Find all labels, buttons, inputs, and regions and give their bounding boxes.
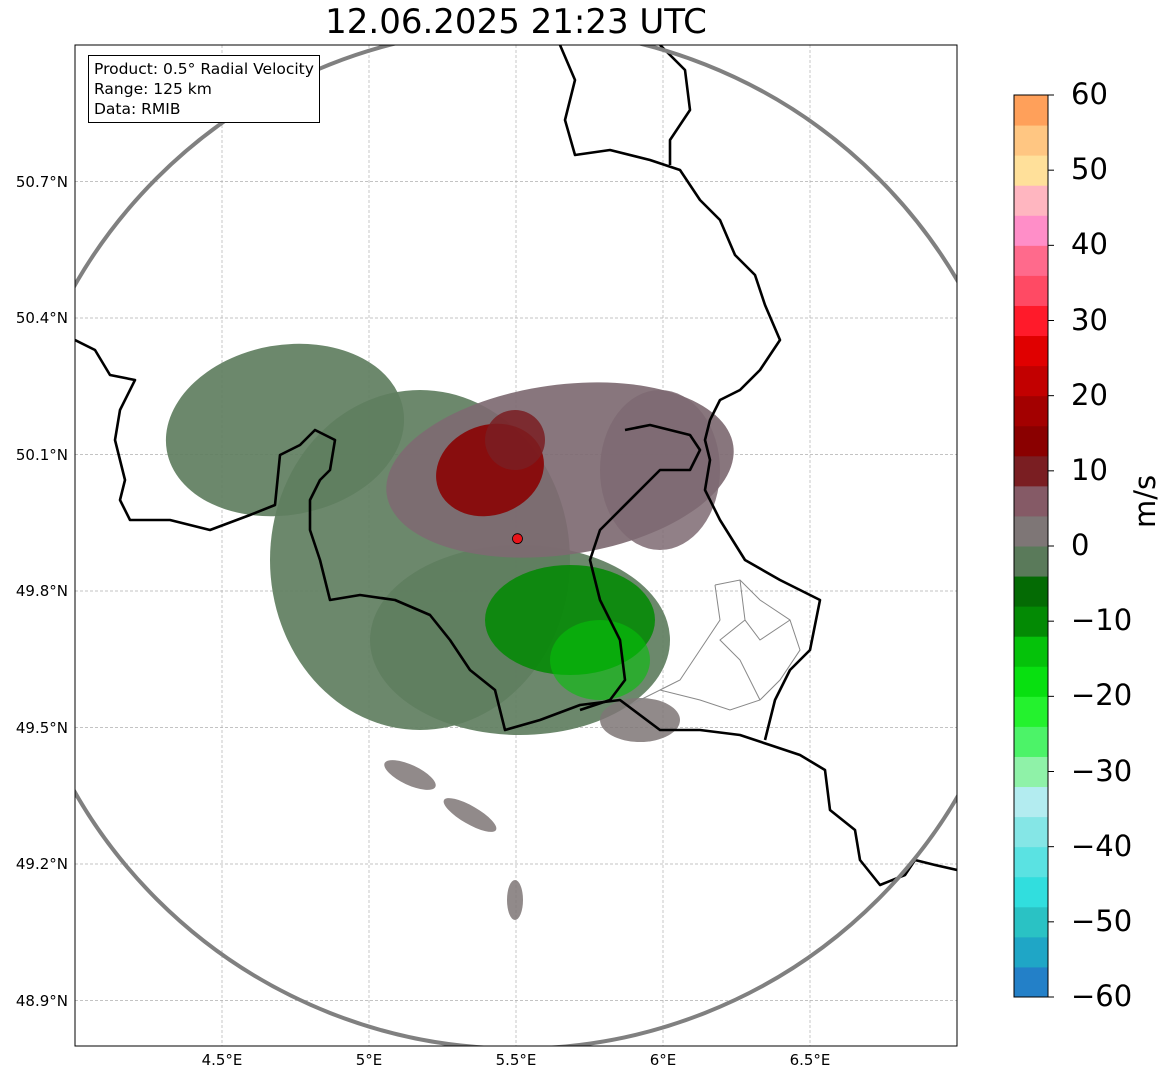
colorbar-unit-label: m/s (1128, 474, 1162, 528)
colorbar-band (1014, 576, 1048, 607)
colorbar-tick-label: −50 (1071, 903, 1133, 938)
admin-boundaries (629, 579, 801, 711)
colorbar-band (1014, 305, 1048, 337)
colorbar-band (1014, 395, 1048, 427)
colorbar-band (1014, 546, 1048, 577)
colorbar-tick-label: 10 (1071, 452, 1108, 487)
lat-tick-label: 50.7°N (15, 172, 68, 191)
echo-band-south-1 (384, 760, 436, 790)
lat-tick-label: 50.1°N (15, 445, 68, 464)
radar-echoes (165, 343, 734, 920)
colorbar-band (1014, 846, 1048, 878)
colorbar-band (1014, 95, 1048, 126)
colorbar-tick-label: −60 (1071, 979, 1133, 1013)
colorbar-band (1014, 245, 1048, 276)
colorbar-band (1014, 666, 1048, 697)
colorbar-band (1014, 816, 1048, 848)
admin-boundary-3 (739, 579, 791, 641)
lon-tick-label: 5.5°E (495, 1051, 537, 1069)
colorbar-tick-label: 30 (1071, 302, 1108, 337)
lat-tick-label: 49.2°N (15, 855, 68, 873)
colorbar (1013, 94, 1054, 998)
country-border-france-belgium (75, 338, 957, 887)
echo-band-south-2 (443, 798, 497, 832)
echo-band-south-3 (507, 880, 523, 920)
country-border-north (659, 45, 692, 165)
colorbar-band (1014, 936, 1048, 968)
colorbar-band (1014, 906, 1048, 938)
colorbar-band (1014, 636, 1048, 667)
colorbar-tick-label: −20 (1071, 678, 1133, 713)
echo-region-southeast (600, 698, 680, 742)
lat-tick-label: 49.8°N (15, 582, 68, 600)
admin-boundary-4 (719, 619, 761, 701)
admin-boundary-2 (659, 584, 721, 691)
colorbar-tick-label: −10 (1071, 603, 1133, 638)
colorbar-band (1014, 425, 1048, 457)
colorbar-tick-label: 60 (1071, 77, 1108, 111)
colorbar-band (1014, 515, 1048, 547)
lon-tick-label: 6.5°E (789, 1051, 831, 1069)
map-frame (74, 44, 958, 1047)
colorbar-band (1014, 275, 1048, 306)
colorbar-band (1014, 125, 1048, 156)
echo-region-inbound-core (485, 410, 545, 470)
lat-tick-label: 49.5°N (15, 718, 68, 737)
colorbar-band (1014, 696, 1048, 727)
colorbar-band (1014, 185, 1048, 216)
colorbar-band (1014, 155, 1048, 186)
range-label: Range: 125 km (94, 80, 212, 98)
colorbar-band (1014, 455, 1048, 487)
colorbar-band (1014, 215, 1048, 246)
admin-boundary-1 (629, 579, 801, 711)
colorbar-tick-label: 20 (1071, 377, 1108, 412)
lon-tick-label: 6°E (649, 1051, 677, 1069)
lon-tick-label: 4.5°E (201, 1051, 243, 1069)
colorbar-tick-label: 40 (1071, 227, 1108, 262)
colorbar-band (1014, 876, 1048, 908)
country-border-belgium-luxembourg (579, 423, 702, 712)
colorbar-band (1014, 335, 1048, 367)
lat-tick-label: 48.9°N (15, 991, 68, 1010)
colorbar-band (1014, 966, 1048, 998)
colorbar-tick-label: −30 (1071, 753, 1133, 788)
data-source-label: Data: RMIB (94, 100, 181, 118)
colorbar-band (1014, 485, 1048, 517)
radar-site-marker (512, 533, 523, 545)
colorbar-tick-label: 50 (1071, 152, 1108, 187)
country-border-belgium-germany (558, 45, 822, 741)
product-info-box: Product: 0.5° Radial Velocity Range: 125… (88, 55, 320, 123)
colorbar-tick-label: 0 (1071, 528, 1090, 562)
product-label: Product: 0.5° Radial Velocity (94, 60, 314, 78)
map-title: 12.06.2025 21:23 UTC (325, 2, 707, 42)
lon-tick-label: 5°E (355, 1051, 383, 1069)
country-borders (75, 45, 957, 887)
colorbar-band (1014, 365, 1048, 397)
echo-region-outbound-fast (550, 620, 650, 700)
colorbar-band (1014, 606, 1048, 637)
colorbar-band (1014, 786, 1048, 818)
colorbar-band (1014, 756, 1048, 788)
colorbar-band (1014, 726, 1048, 757)
colorbar-tick-label: −40 (1071, 828, 1133, 863)
lat-tick-label: 50.4°N (15, 309, 68, 327)
